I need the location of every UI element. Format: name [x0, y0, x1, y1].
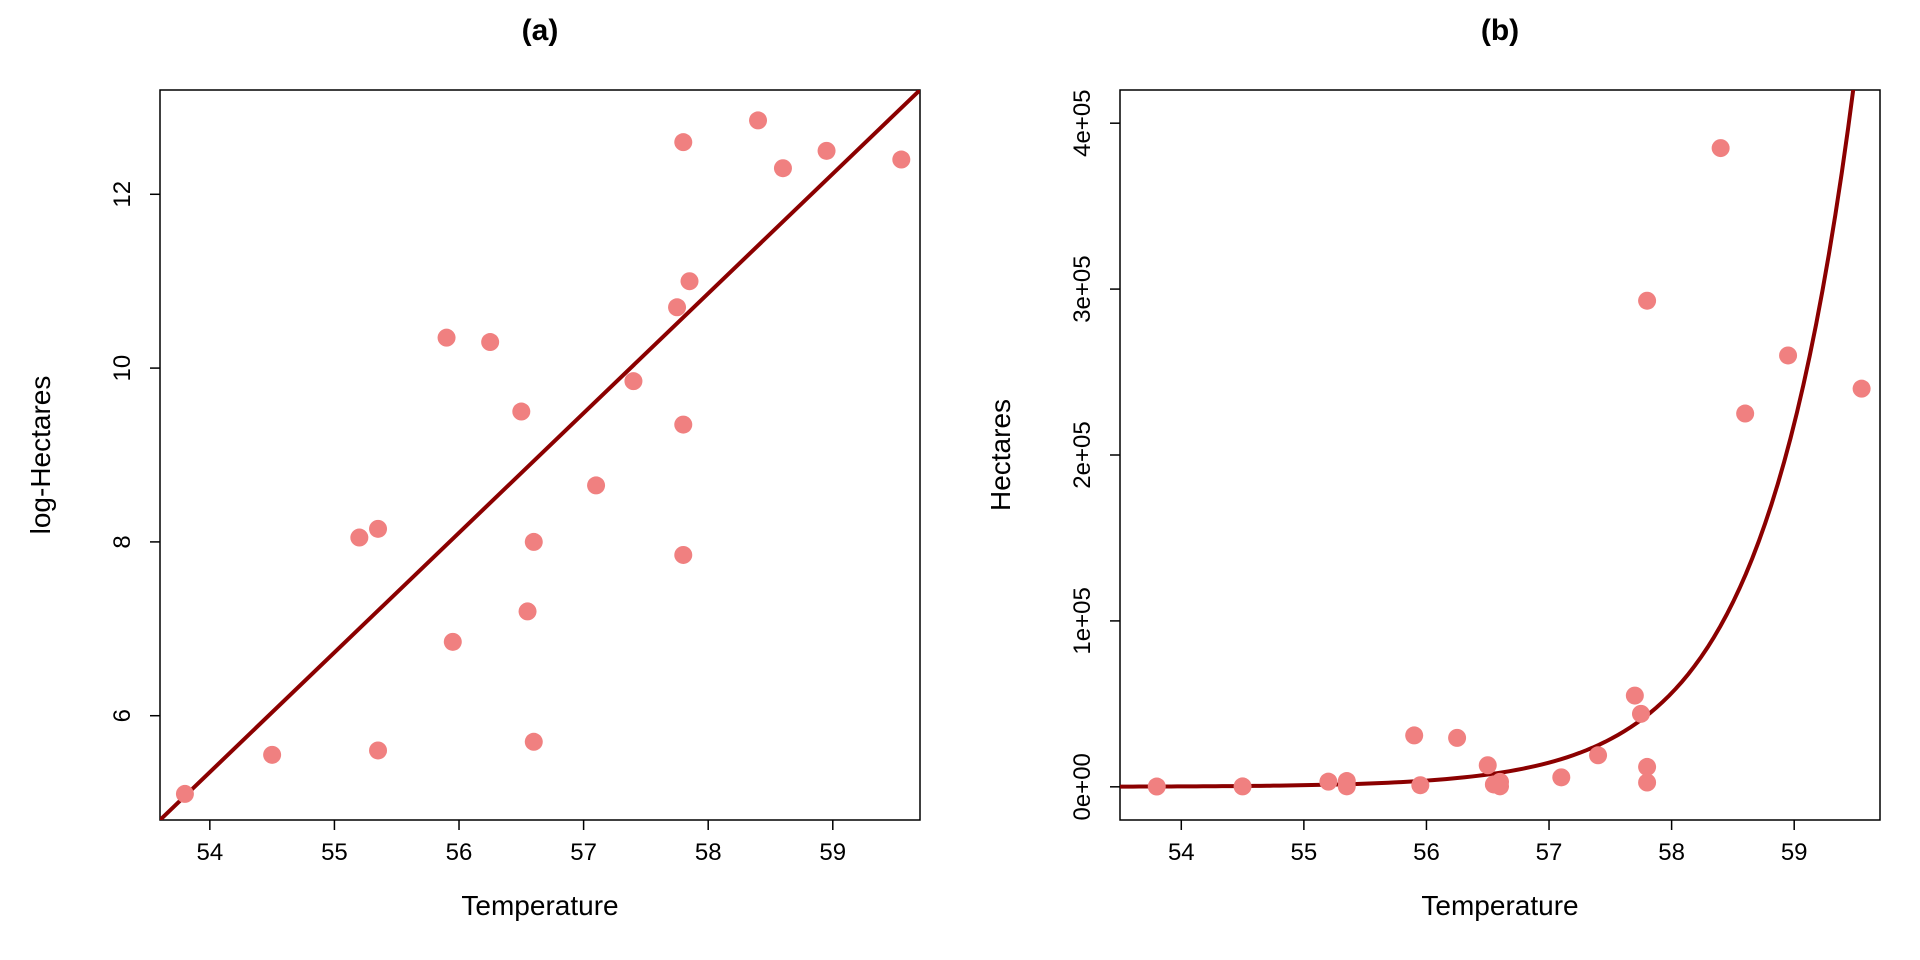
data-point	[1638, 774, 1656, 792]
figure: (a) 54 55 56 57 58 59 6 8 10 12 Temperature log-Hect…	[0, 0, 1920, 960]
y-tick-label: 2e+05	[1069, 421, 1096, 488]
data-point	[1638, 758, 1656, 776]
x-tick-label: 54	[1168, 839, 1195, 866]
y-tick-label: 3e+05	[1069, 255, 1096, 322]
data-point	[1479, 756, 1497, 774]
data-point	[1853, 380, 1871, 398]
data-point	[1779, 346, 1797, 364]
x-tick-label: 57	[570, 839, 597, 866]
chart-a: (a) 54 55 56 57 58 59 6 8 10 12 Temperature log-Hect…	[0, 0, 960, 960]
data-point	[1638, 292, 1656, 310]
x-axis-label: Temperature	[1421, 890, 1578, 921]
data-point	[1448, 729, 1466, 747]
data-point	[438, 329, 456, 347]
y-tick-label: 1e+05	[1069, 587, 1096, 654]
data-point	[525, 533, 543, 551]
data-point	[774, 159, 792, 177]
x-tick-label: 57	[1536, 839, 1563, 866]
panel-a: (a) 54 55 56 57 58 59 6 8 10 12 Temperature log-Hect…	[0, 0, 960, 960]
data-point	[1626, 687, 1644, 705]
chart-b: (b) 54 55 56 57 58 59 0e+00 1e+05 2e+05 3e+05 4e+05…	[960, 0, 1920, 960]
data-point	[481, 333, 499, 351]
data-point	[668, 298, 686, 316]
panel-b: (b) 54 55 56 57 58 59 0e+00 1e+05 2e+05 3e+05 4e+05…	[960, 0, 1920, 960]
data-point	[444, 633, 462, 651]
x-tick-label: 56	[446, 839, 473, 866]
y-tick-label: 4e+05	[1069, 89, 1096, 156]
data-point	[1632, 705, 1650, 723]
data-point	[674, 546, 692, 564]
data-point	[1405, 726, 1423, 744]
data-point	[624, 372, 642, 390]
x-tick-label: 59	[819, 839, 846, 866]
y-tick-label: 0e+00	[1069, 753, 1096, 820]
data-point	[1736, 405, 1754, 423]
y-tick-label: 8	[109, 535, 136, 548]
x-tick-label: 54	[196, 839, 223, 866]
data-point	[176, 785, 194, 803]
data-point	[1712, 139, 1730, 157]
x-tick-label: 59	[1781, 839, 1808, 866]
data-point	[674, 416, 692, 434]
data-point	[1319, 773, 1337, 791]
data-point	[1411, 776, 1429, 794]
data-point	[1491, 777, 1509, 795]
x-tick-label: 55	[1291, 839, 1318, 866]
y-axis-label: log-Hectares	[25, 376, 56, 535]
data-point	[1589, 746, 1607, 764]
panel-title: (a)	[522, 14, 559, 47]
plot-border	[1120, 90, 1880, 820]
data-point	[1338, 777, 1356, 795]
data-point	[681, 272, 699, 290]
data-point	[512, 403, 530, 421]
panel-title: (b)	[1481, 14, 1519, 47]
data-point	[587, 476, 605, 494]
y-tick-label: 6	[109, 709, 136, 722]
data-point	[1234, 777, 1252, 795]
data-point	[525, 733, 543, 751]
x-tick-label: 56	[1413, 839, 1440, 866]
fit-line	[160, 90, 920, 820]
data-point	[369, 741, 387, 759]
data-point	[519, 602, 537, 620]
x-tick-label: 58	[695, 839, 722, 866]
data-point	[369, 520, 387, 538]
x-tick-label: 58	[1658, 839, 1685, 866]
y-tick-label: 10	[109, 355, 136, 382]
x-tick-label: 55	[321, 839, 348, 866]
data-point	[1148, 778, 1166, 796]
data-point	[674, 133, 692, 151]
data-point	[350, 529, 368, 547]
x-axis-label: Temperature	[461, 890, 618, 921]
data-point	[749, 111, 767, 129]
data-point	[263, 746, 281, 764]
y-tick-label: 12	[109, 181, 136, 208]
data-point	[1552, 768, 1570, 786]
y-axis-label: Hectares	[985, 399, 1016, 511]
data-point	[818, 142, 836, 160]
fit-curve	[1120, 0, 1880, 787]
data-point	[892, 151, 910, 169]
